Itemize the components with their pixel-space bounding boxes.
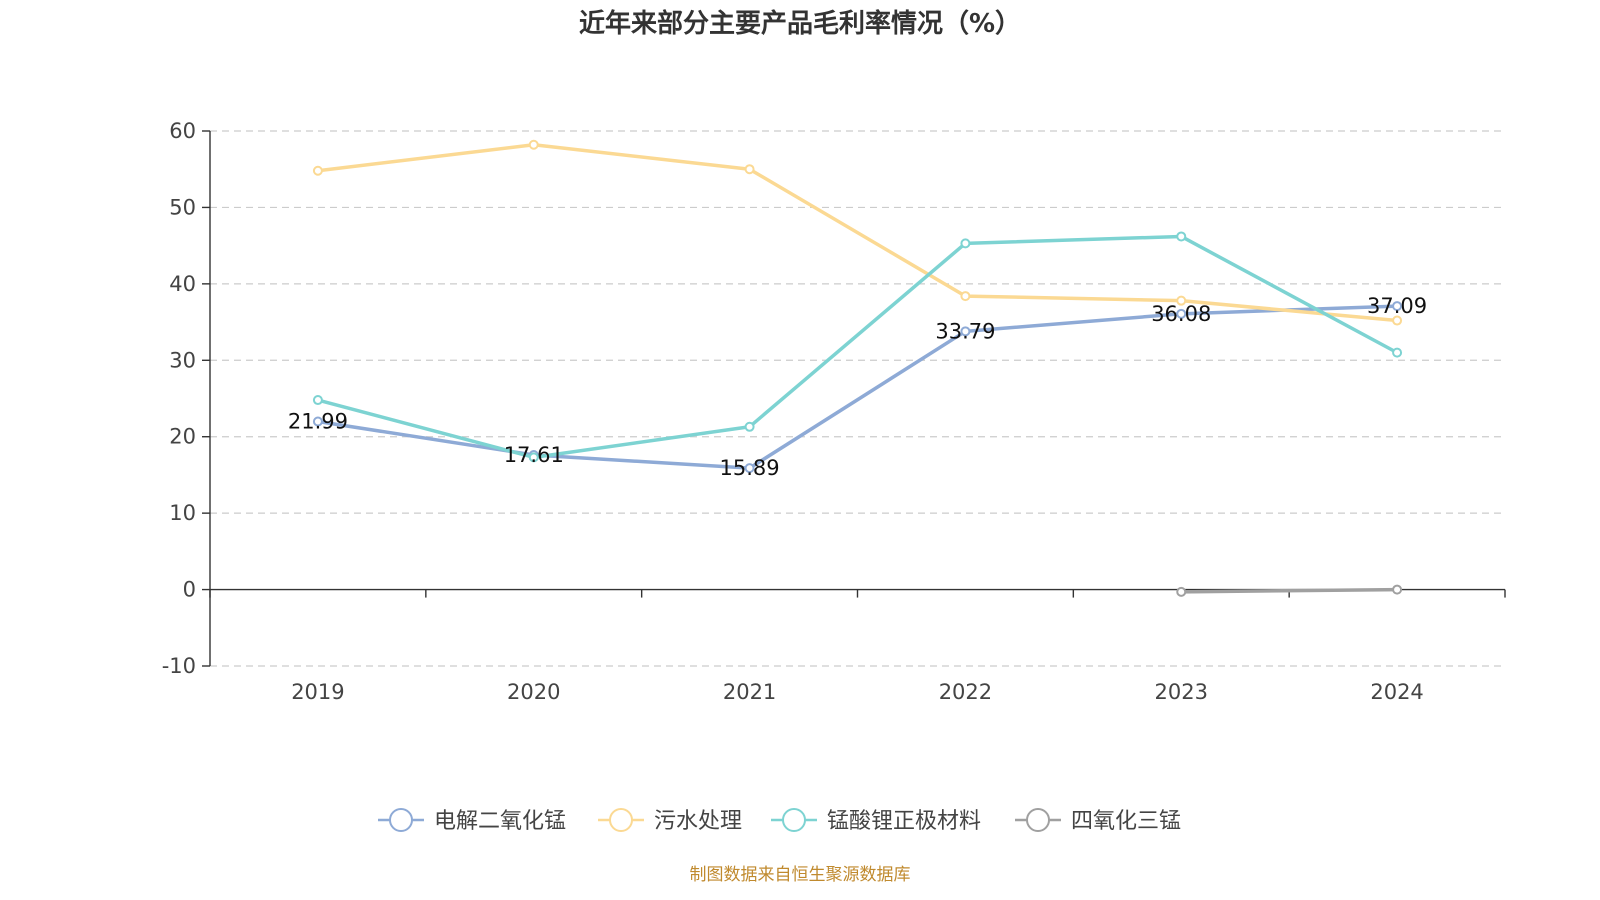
data-point[interactable] — [744, 463, 755, 474]
chart-title: 近年来部分主要产品毛利率情况（%） — [579, 8, 1021, 39]
legend: 电解二氧化锰 污水处理 锰酸锂正极材料 四氧化三锰 — [378, 808, 1181, 834]
data-point[interactable] — [1392, 315, 1403, 326]
x-tick-label: 2024 — [1370, 680, 1423, 704]
series-lines — [312, 139, 1403, 597]
data-point[interactable] — [528, 139, 539, 150]
data-point[interactable] — [1392, 347, 1403, 358]
x-tick-label: 2023 — [1155, 680, 1208, 704]
x-tick-label: 2019 — [291, 680, 344, 704]
legend-label: 锰酸锂正极材料 — [827, 809, 981, 834]
legend-marker — [1026, 808, 1050, 832]
legend-label: 污水处理 — [654, 809, 742, 834]
y-tick-label: 20 — [169, 425, 196, 449]
data-labels: 21.99 17.61 15.89 33.79 36.08 37.09 — [288, 294, 1427, 480]
series-line — [316, 143, 1399, 323]
data-label: 15.89 — [720, 456, 780, 480]
y-tick-label: 30 — [169, 348, 196, 372]
data-point[interactable] — [312, 416, 323, 427]
legend-marker — [609, 808, 633, 832]
legend-item[interactable]: 锰酸锂正极材料 — [771, 808, 981, 834]
legend-marker — [782, 808, 806, 832]
legend-item[interactable]: 四氧化三锰 — [1015, 808, 1181, 834]
data-point[interactable] — [1176, 295, 1187, 306]
y-tick-label: 10 — [169, 501, 196, 525]
data-point[interactable] — [528, 452, 539, 463]
data-point[interactable] — [1176, 308, 1187, 319]
data-point[interactable] — [744, 421, 755, 432]
data-point[interactable] — [960, 326, 971, 337]
data-point[interactable] — [1176, 586, 1187, 597]
data-label: 17.61 — [504, 443, 564, 467]
data-point[interactable] — [960, 291, 971, 302]
x-tick-label: 2020 — [507, 680, 560, 704]
data-point[interactable] — [744, 164, 755, 175]
data-point[interactable] — [1392, 301, 1403, 312]
series-line — [316, 234, 1399, 460]
y-tick-label: 40 — [169, 272, 196, 296]
y-tick-label: 60 — [169, 119, 196, 143]
data-point[interactable] — [312, 395, 323, 406]
y-tick-label: 0 — [183, 578, 196, 602]
data-point[interactable] — [960, 238, 971, 249]
legend-marker — [389, 808, 413, 832]
data-point[interactable] — [1176, 231, 1187, 242]
source-note: 制图数据来自恒生聚源数据库 — [690, 865, 911, 885]
data-point[interactable] — [1392, 584, 1403, 595]
legend-label: 四氧化三锰 — [1071, 809, 1181, 834]
legend-label: 电解二氧化锰 — [434, 809, 566, 834]
data-label: 21.99 — [288, 410, 348, 434]
y-tick-label: -10 — [162, 654, 196, 678]
legend-item[interactable]: 污水处理 — [598, 808, 742, 834]
data-point[interactable] — [312, 165, 323, 176]
y-tick-label: 50 — [169, 195, 196, 219]
data-label: 33.79 — [935, 319, 995, 343]
data-label: 36.08 — [1151, 302, 1211, 326]
x-tick-label: 2022 — [939, 680, 992, 704]
data-label: 37.09 — [1367, 294, 1427, 318]
legend-item[interactable]: 电解二氧化锰 — [378, 808, 566, 834]
x-tick-label: 2021 — [723, 680, 776, 704]
series-line — [1179, 587, 1399, 594]
